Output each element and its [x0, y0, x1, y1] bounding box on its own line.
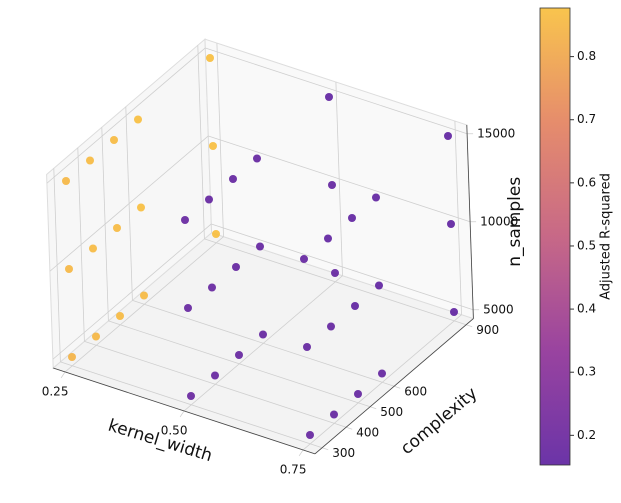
point — [184, 304, 192, 312]
point — [378, 369, 386, 378]
point — [450, 308, 458, 316]
grid-line — [205, 47, 468, 135]
x-tick-label: 0.75 — [280, 462, 307, 476]
point — [253, 154, 261, 163]
point — [327, 322, 335, 331]
colorbar-tick-label: 0.2 — [577, 428, 596, 442]
grid-line — [208, 135, 471, 223]
y-tick-label: 900 — [476, 323, 499, 337]
point — [300, 255, 308, 263]
point — [65, 265, 73, 273]
point — [140, 291, 148, 300]
grid-line — [204, 238, 467, 326]
colorbar-tick-label: 0.3 — [577, 365, 596, 379]
point — [235, 351, 243, 359]
grid-line — [211, 223, 474, 311]
colorbar-tick-label: 0.6 — [577, 175, 596, 189]
grid-line — [84, 341, 347, 428]
tick-mark — [60, 371, 66, 379]
point — [209, 142, 217, 150]
tick-mark — [322, 447, 329, 451]
grid — [46, 43, 480, 457]
z-tick-label: 15000 — [477, 126, 515, 140]
grid-line — [46, 47, 206, 184]
point — [328, 181, 336, 189]
point — [256, 242, 264, 251]
x-tick-label: 0.25 — [42, 384, 69, 398]
point — [113, 224, 121, 232]
z-tick-label: 10000 — [480, 214, 518, 228]
y-tick-label: 500 — [380, 405, 403, 419]
point — [208, 283, 216, 292]
point — [181, 216, 189, 224]
point — [232, 263, 240, 271]
point — [303, 343, 311, 351]
grid-line — [49, 135, 209, 272]
colorbar-tick-label: 0.4 — [577, 302, 596, 316]
point — [375, 281, 383, 290]
axis-line — [466, 124, 474, 319]
colorbar-tick-label: 0.7 — [577, 112, 596, 126]
point — [351, 302, 359, 310]
x-tick-label: 0.50 — [161, 423, 188, 437]
point — [330, 410, 338, 419]
point — [116, 312, 124, 320]
tick-mark — [466, 324, 473, 328]
point — [331, 269, 339, 277]
point — [372, 193, 380, 202]
point — [211, 371, 219, 380]
z-tick-label: 5000 — [483, 302, 514, 316]
z-axis-label: n_samples — [505, 177, 525, 267]
colorbar — [539, 7, 571, 466]
axis-line — [314, 318, 474, 455]
point — [229, 175, 237, 183]
point — [68, 353, 76, 361]
grid-line — [108, 320, 371, 408]
colorbar-label: Adjusted R-squared — [599, 173, 614, 300]
point — [62, 177, 70, 185]
point — [206, 54, 214, 62]
tick-mark — [370, 406, 377, 410]
point — [89, 244, 97, 253]
tick-mark — [394, 385, 401, 389]
point — [110, 136, 118, 144]
point — [92, 332, 100, 341]
colorbar-tick-label: 0.8 — [577, 49, 596, 63]
point — [137, 203, 145, 212]
y-tick-label: 600 — [404, 385, 427, 399]
point — [348, 214, 356, 222]
axis-line — [53, 367, 316, 455]
point — [324, 234, 332, 243]
point — [212, 230, 220, 238]
point — [259, 330, 267, 339]
point — [205, 195, 213, 204]
point — [354, 390, 362, 398]
grid-line — [60, 361, 323, 449]
point — [187, 392, 195, 400]
tick-mark — [179, 410, 185, 418]
y-tick-label: 400 — [356, 426, 379, 440]
point — [444, 132, 452, 140]
y-tick-label: 300 — [332, 446, 355, 460]
point — [447, 220, 455, 228]
point — [306, 431, 314, 439]
points — [62, 54, 458, 439]
grid-line — [52, 223, 212, 360]
tick-mark — [298, 449, 304, 457]
grid-line — [132, 300, 395, 387]
tick-mark — [346, 426, 353, 430]
colorbar-tick-label: 0.5 — [577, 238, 596, 252]
point — [325, 93, 333, 101]
point — [86, 156, 94, 165]
point — [134, 115, 142, 124]
